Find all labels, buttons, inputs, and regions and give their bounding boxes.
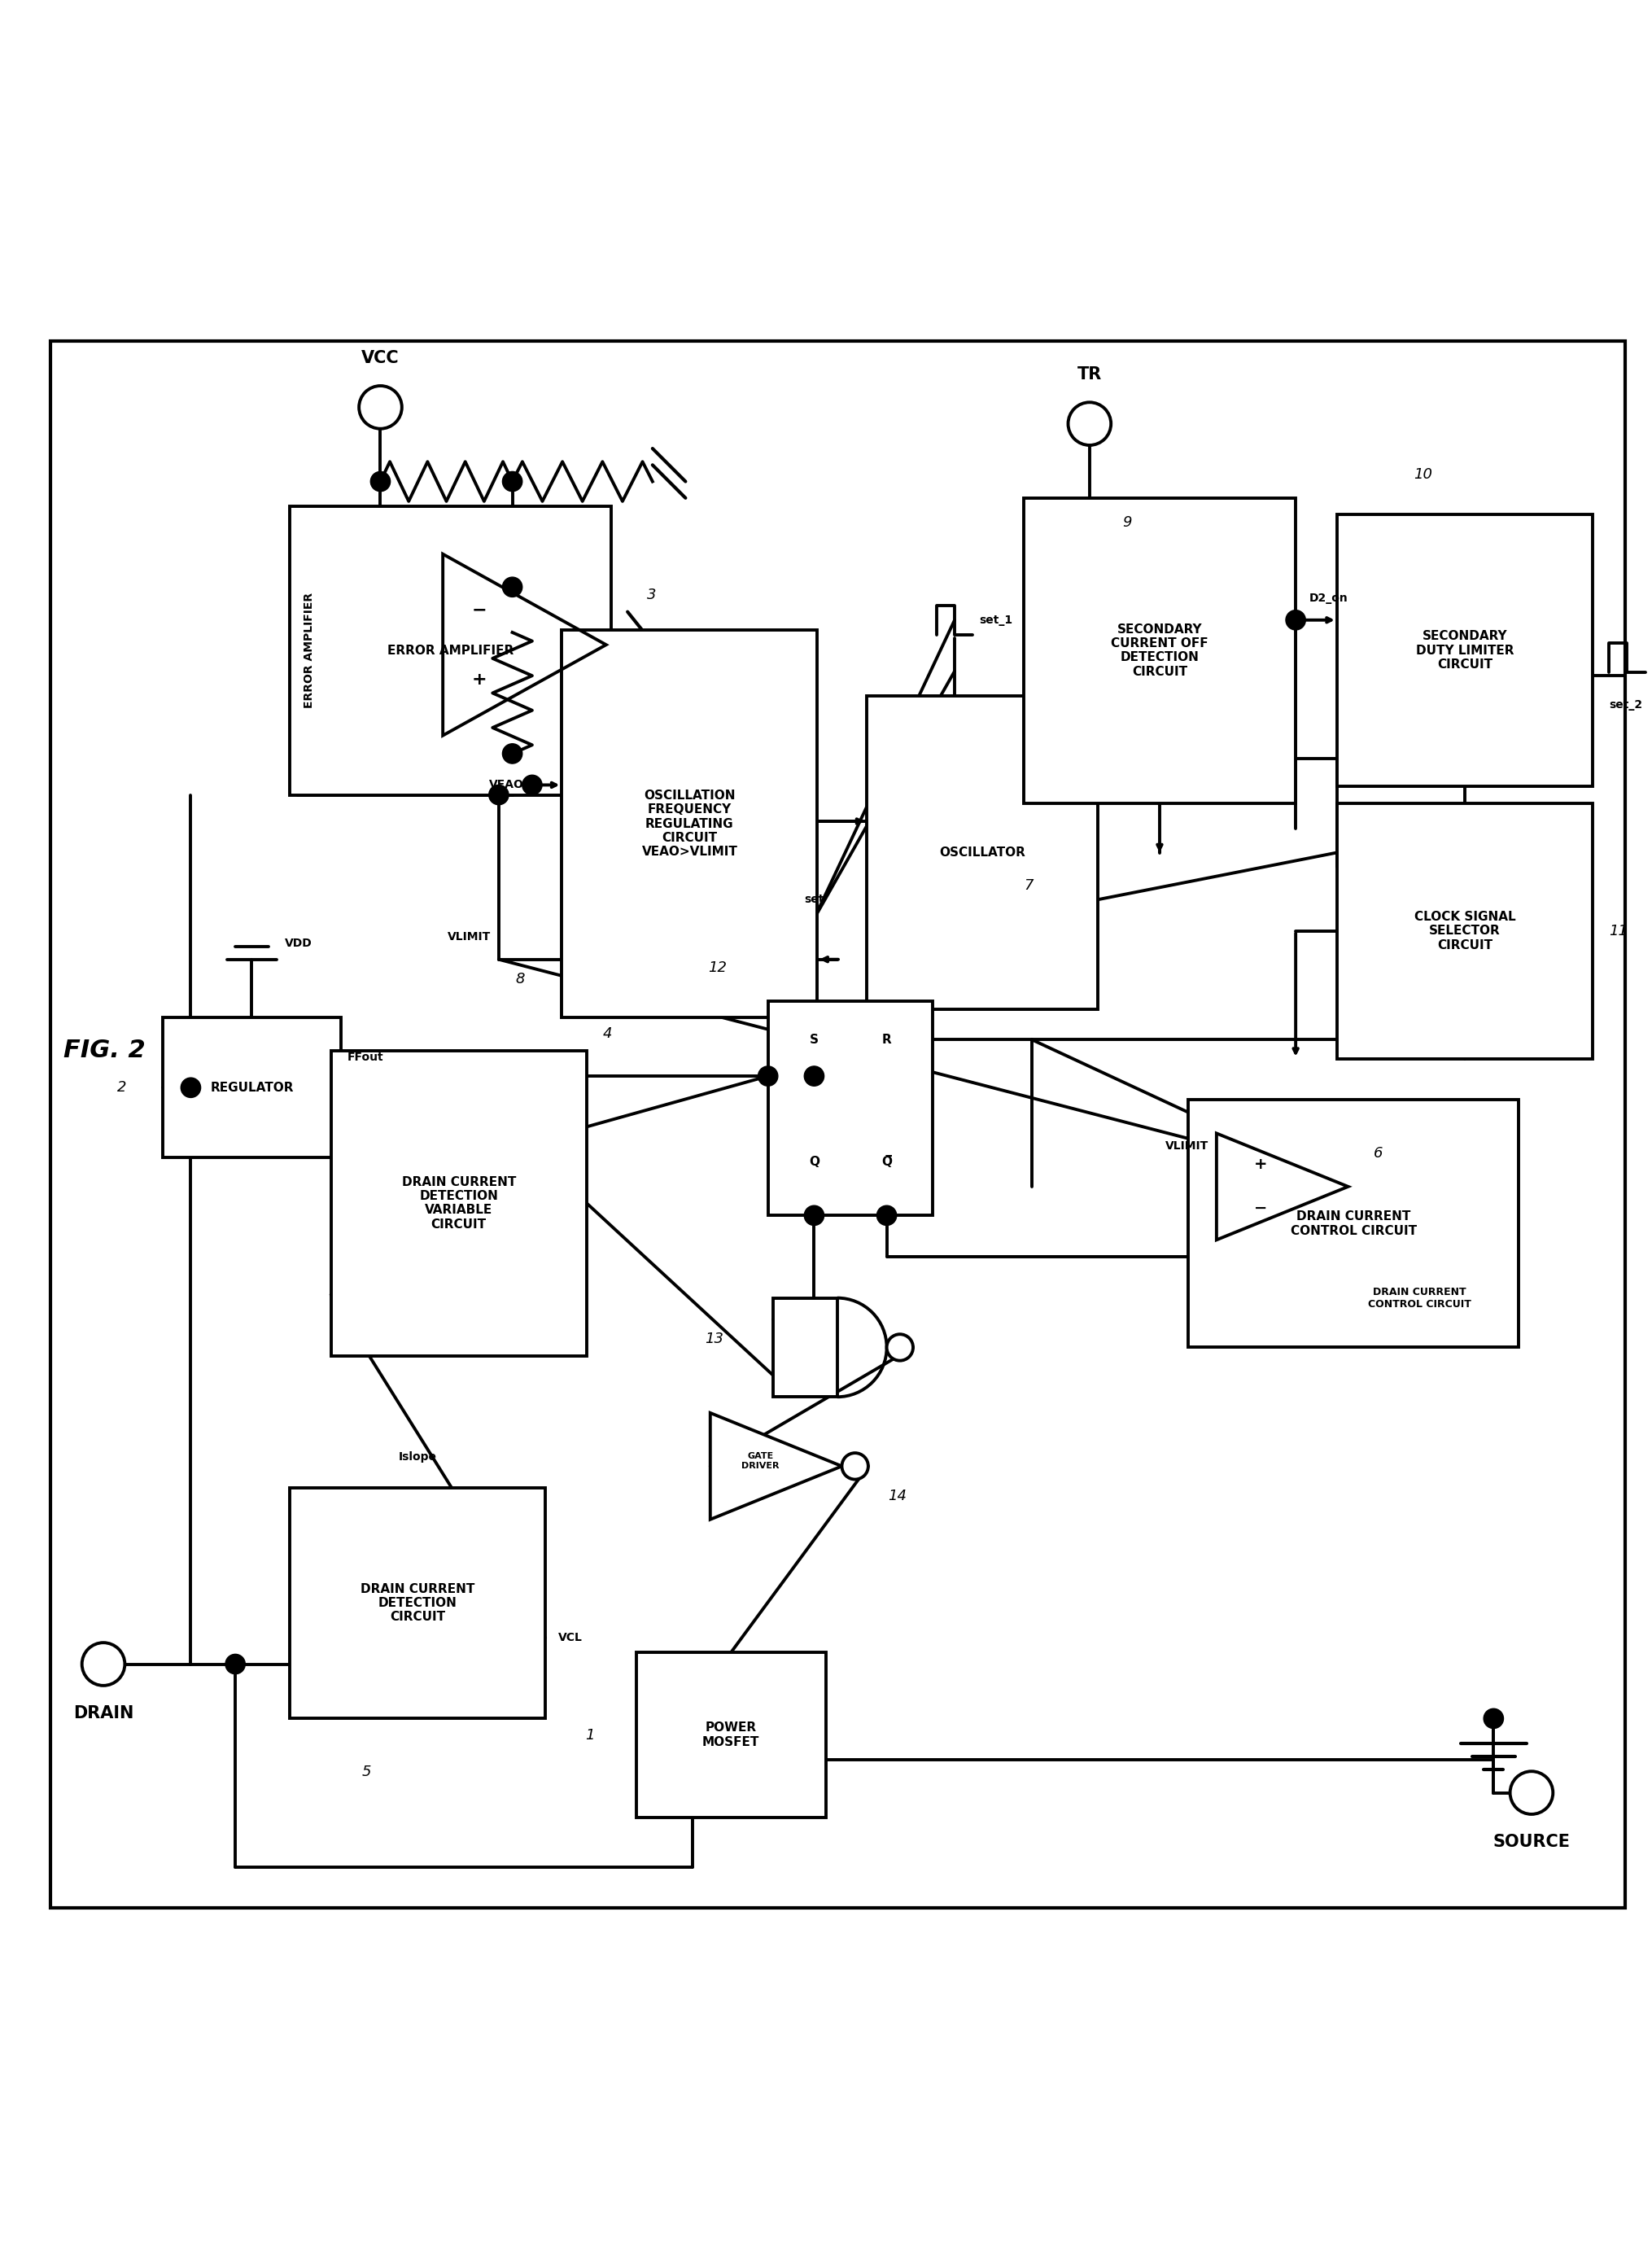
Text: TR: TR [1077,367,1102,383]
Text: DRAIN CURRENT
DETECTION
CIRCUIT: DRAIN CURRENT DETECTION CIRCUIT [360,1584,474,1622]
Circle shape [885,1335,912,1360]
Bar [768,1002,932,1215]
Text: Islope: Islope [398,1453,436,1464]
Text: OSCILLATOR: OSCILLATOR [938,847,1024,859]
Text: VDD: VDD [284,938,312,949]
Text: 5: 5 [362,1765,372,1779]
Text: 8: 8 [515,972,524,986]
Text: POWER
MOSFET: POWER MOSFET [702,1722,760,1747]
Circle shape [489,784,509,804]
Text: −: − [1254,1201,1267,1217]
Text: DRAIN CURRENT
CONTROL CIRCUIT: DRAIN CURRENT CONTROL CIRCUIT [1290,1210,1416,1237]
Bar [1188,1099,1518,1348]
Text: SECONDARY
DUTY LIMITER
CIRCUIT: SECONDARY DUTY LIMITER CIRCUIT [1416,630,1513,671]
Text: VCC: VCC [362,349,400,367]
Text: 14: 14 [887,1489,907,1502]
Text: GATE
DRIVER: GATE DRIVER [742,1453,778,1471]
Text: 13: 13 [704,1332,724,1346]
Circle shape [522,775,542,795]
Bar [1023,499,1295,802]
Bar [1336,514,1593,786]
Text: R: R [882,1033,890,1045]
Text: 3: 3 [648,587,656,603]
Text: SOURCE: SOURCE [1492,1833,1569,1851]
Text: OSCILLATION
FREQUENCY
REGULATING
CIRCUIT
VEAO>VLIMIT: OSCILLATION FREQUENCY REGULATING CIRCUIT… [641,789,737,859]
Text: VLIMIT: VLIMIT [448,931,491,943]
Bar [562,630,818,1017]
Polygon shape [710,1414,841,1520]
Circle shape [876,1206,895,1226]
Circle shape [1067,403,1110,444]
Circle shape [1483,1709,1503,1729]
Text: 12: 12 [707,961,727,974]
Text: CLOCK SIGNAL
SELECTOR
CIRCUIT: CLOCK SIGNAL SELECTOR CIRCUIT [1414,911,1515,952]
Text: FFout: FFout [347,1051,383,1063]
Circle shape [1285,610,1305,630]
Text: 6: 6 [1373,1147,1381,1160]
Circle shape [841,1453,867,1480]
Text: −: − [471,603,486,619]
Text: REGULATOR: REGULATOR [210,1081,294,1094]
Circle shape [502,578,522,596]
Text: VEAO: VEAO [489,780,524,791]
Bar [162,1017,340,1158]
Text: S: S [809,1033,818,1045]
Text: 10: 10 [1412,467,1432,480]
Text: set_2: set_2 [1607,700,1642,712]
Text: DRAIN CURRENT
DETECTION
VARIABLE
CIRCUIT: DRAIN CURRENT DETECTION VARIABLE CIRCUIT [401,1176,515,1230]
Text: 11: 11 [1607,925,1627,938]
Bar [867,696,1097,1008]
Text: VCL: VCL [558,1632,583,1643]
Text: Q̅: Q̅ [881,1156,892,1167]
Text: 2: 2 [117,1081,126,1094]
Text: 9: 9 [1122,514,1132,530]
Bar [289,1486,545,1718]
Bar [330,1051,586,1355]
Circle shape [370,471,390,492]
Text: ERROR AMPLIFIER: ERROR AMPLIFIER [304,594,316,709]
Text: set_1: set_1 [980,614,1013,625]
Text: VLIMIT: VLIMIT [1165,1140,1208,1151]
Text: D2_on: D2_on [1308,591,1346,603]
Circle shape [1510,1772,1553,1815]
Text: FIG. 2: FIG. 2 [64,1038,145,1063]
Polygon shape [1216,1133,1348,1240]
Bar [289,505,611,795]
Bar [1336,802,1593,1058]
Text: 7: 7 [1023,879,1032,893]
Text: DRAIN CURRENT
CONTROL CIRCUIT: DRAIN CURRENT CONTROL CIRCUIT [1368,1287,1470,1310]
Circle shape [358,385,401,428]
Circle shape [502,743,522,764]
Circle shape [225,1654,244,1675]
Text: SECONDARY
CURRENT OFF
DETECTION
CIRCUIT: SECONDARY CURRENT OFF DETECTION CIRCUIT [1110,623,1208,678]
Text: 4: 4 [603,1026,613,1042]
Text: set: set [805,895,824,906]
Bar [636,1652,826,1817]
Text: DRAIN: DRAIN [73,1706,134,1722]
Circle shape [502,471,522,492]
Text: +: + [471,671,486,687]
Text: +: + [1254,1158,1267,1172]
Text: ERROR AMPLIFIER: ERROR AMPLIFIER [387,644,514,657]
Circle shape [805,1206,824,1226]
Circle shape [758,1067,778,1085]
Text: 1: 1 [585,1727,595,1743]
Circle shape [805,1067,824,1085]
Circle shape [83,1643,126,1686]
Circle shape [180,1079,200,1097]
Polygon shape [773,1298,838,1396]
Text: Q: Q [808,1156,819,1167]
